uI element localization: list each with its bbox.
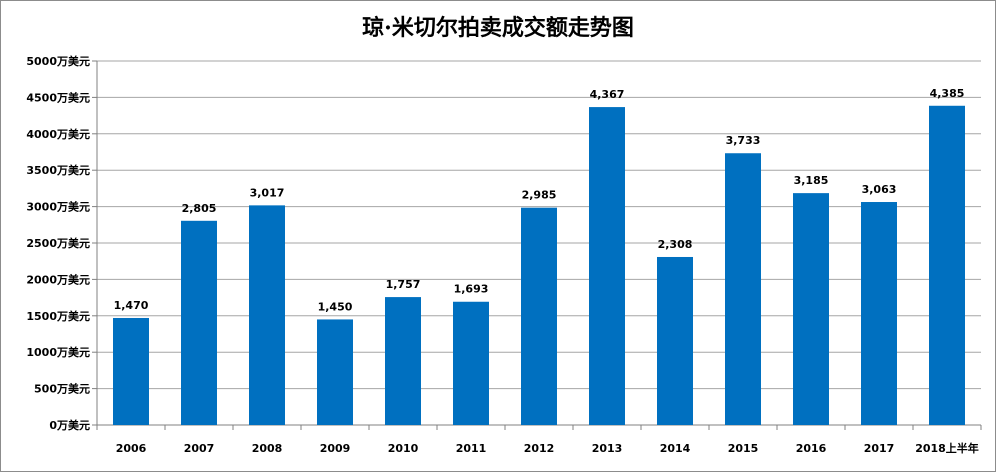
y-tick-label: 1000万美元 [26, 345, 90, 359]
y-tick-label: 3000万美元 [26, 200, 90, 214]
chart-title: 琼·米切尔拍卖成交额走势图 [362, 15, 634, 41]
x-tick-label: 2016 [796, 442, 827, 455]
x-tick-label: 2010 [388, 442, 419, 455]
bar [521, 207, 557, 425]
bar [453, 301, 489, 425]
x-tick-label: 2007 [184, 442, 215, 455]
bar [589, 107, 625, 425]
x-tick-label: 2013 [592, 442, 623, 455]
x-tick-label: 2009 [320, 442, 351, 455]
bar [929, 105, 965, 425]
y-tick-label: 500万美元 [34, 382, 90, 396]
bar [317, 319, 353, 425]
x-tick-label: 2006 [116, 442, 147, 455]
y-tick-label: 4500万美元 [26, 90, 90, 104]
data-label: 3,185 [794, 174, 829, 187]
y-tick-label: 3500万美元 [26, 163, 90, 177]
x-tick-label: 2015 [728, 442, 759, 455]
x-tick-label: 2011 [456, 442, 487, 455]
y-tick-label: 5000万美元 [26, 54, 90, 68]
bar [385, 297, 421, 425]
x-tick-label: 2012 [524, 442, 555, 455]
x-tick-label: 2014 [660, 442, 691, 455]
y-tick-label: 2000万美元 [26, 272, 90, 286]
x-tick-label: 2008 [252, 442, 283, 455]
data-label: 2,985 [522, 189, 557, 202]
bars [113, 105, 965, 425]
x-tick-labels: 2006 2007 2008 2009 2010 2011 2012 2013 2014 2015… [116, 441, 979, 455]
bar [249, 205, 285, 425]
bar [793, 193, 829, 425]
data-label: 4,385 [930, 87, 965, 100]
data-labels: 1,470 2,805 3,017 1,450 1,757 1,693 2,985 4,367… [114, 87, 965, 314]
y-tick-label: 0万美元 [49, 418, 90, 432]
data-label: 1,470 [114, 299, 149, 312]
data-label: 4,367 [590, 88, 625, 101]
bar [113, 317, 149, 425]
y-tick-labels: 0万美元 500万美元 1000万美元 1500万美元 2000万美元 2500万美元 30… [26, 54, 90, 432]
data-label: 2,805 [182, 202, 217, 215]
x-tick-label: 2017 [864, 442, 895, 455]
y-tick-label: 4000万美元 [26, 127, 90, 141]
x-tick-label: 2018上半年 [915, 441, 979, 455]
data-label: 1,450 [318, 300, 353, 313]
y-tick-label: 2500万美元 [26, 236, 90, 250]
bar [725, 153, 761, 425]
data-label: 3,017 [250, 186, 285, 199]
bar [861, 202, 897, 425]
data-label: 1,693 [454, 283, 489, 296]
y-tick-label: 1500万美元 [26, 309, 90, 323]
bar [657, 256, 693, 425]
data-label: 3,733 [726, 134, 761, 147]
data-label: 2,308 [658, 238, 693, 251]
data-label: 3,063 [862, 183, 897, 196]
data-label: 1,757 [386, 278, 421, 291]
bar [181, 220, 217, 425]
